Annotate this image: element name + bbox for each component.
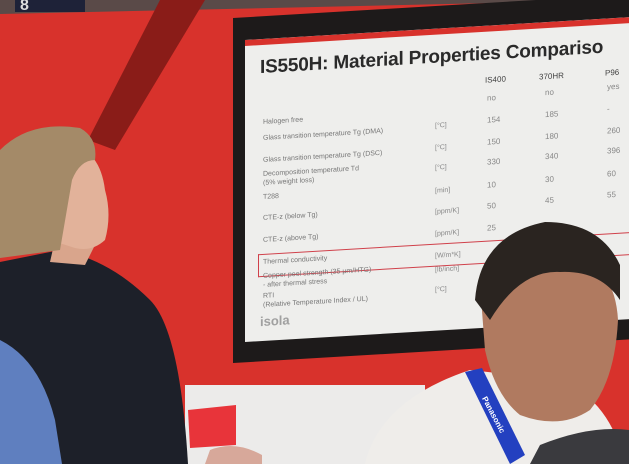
left-man-hair (0, 126, 96, 258)
right-man-face (480, 254, 618, 422)
bottom-hand (205, 446, 262, 464)
left-man-neck (50, 240, 95, 265)
left-person-shirt (0, 340, 62, 464)
bottom-right-shoulder (530, 429, 629, 464)
right-man-hair (475, 222, 620, 320)
sign-fragment: 8 (20, 0, 29, 14)
lanyard (465, 368, 525, 464)
